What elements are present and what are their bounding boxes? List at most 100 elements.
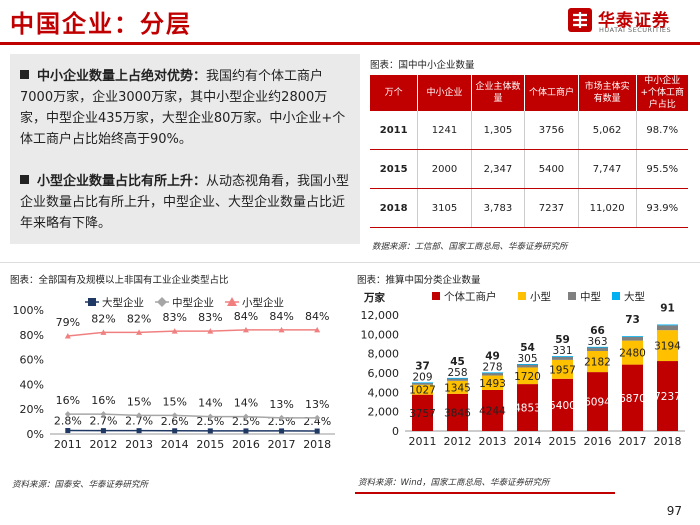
data-point [136,412,143,419]
page-header: 中国企业：分层 华泰证券 HUATAI SECURITIES [0,0,700,42]
legend-triangle-marker [227,297,237,306]
data-label: 6870 [619,393,646,405]
bullet-2-bold: 小型企业数量占比有所上升： [37,174,207,189]
x-tick-label: 2018 [303,438,331,451]
bullet-square-icon [20,175,29,184]
bar-segment [482,389,503,431]
table-cell: 2,347 [471,149,526,189]
bar-chart: 万家 0 2,000 4,000 6,000 8,000 10,000 12,000 2011 2… [361,290,685,448]
bar-segment [517,384,538,431]
table-cell: 1,305 [471,111,526,150]
table-header-cell: 万个 [370,75,419,111]
data-label: 1345 [444,382,471,394]
bar-chart-source: 资料来源：Wind，国家工商总局、华泰证券研究所 [358,478,550,488]
bar-segment [657,330,678,362]
data-label: 82% [127,312,151,325]
table-cell: 95.5% [636,149,688,189]
x-tick-label: 2013 [479,435,507,448]
data-label: 83% [198,311,222,324]
data-label: 13% [269,398,293,411]
bar-segment [412,394,433,431]
data-label: 305 [517,353,537,365]
legend-swatch [518,292,526,300]
data-label: 2182 [584,357,611,369]
data-point [207,413,214,420]
bar-segment [587,346,608,348]
y-tick-label: 100% [13,304,44,317]
legend-label: 中型企业 [172,296,214,309]
y-tick-label: 12,000 [361,309,400,322]
x-tick-label: 2013 [125,438,153,451]
table-header-row: 万个 中小企业 企业主体数量 个体工商户 市场主体实有数量 中小企业+个体工商户… [370,75,688,111]
series-line [67,413,318,419]
x-tick-label: 2018 [654,435,682,448]
data-point [314,428,320,434]
data-label: 79% [56,316,80,329]
data-label: 7237 [654,391,681,403]
data-label: 3757 [409,408,436,420]
legend-swatch [432,292,440,300]
data-label: 363 [587,336,607,348]
table-cell: 2000 [417,149,472,189]
data-label: 278 [482,361,502,373]
y-tick-label: 8,000 [368,348,400,361]
table-row: 2015 2000 2,347 5400 7,747 95.5% [370,149,688,189]
huatai-logo-icon [568,8,592,32]
table-source: 数据来源：工信部、国家工商总局、华泰证券研究所 [372,242,568,252]
data-label: 4853 [514,403,541,415]
data-label: 3846 [444,407,471,419]
data-label: 14% [234,397,258,410]
y-tick-label: 0% [27,428,44,441]
legend-label: 小型 [530,290,551,303]
data-label: 15% [127,395,151,408]
data-label: 5400 [549,400,576,412]
data-point [64,411,71,418]
bar-segment [447,378,468,381]
line-chart-caption: 图表：全部国有及规模以上非国有工业企业类型占比 [10,275,229,286]
x-tick-label: 2012 [444,435,472,448]
bar-segment [657,361,678,431]
bar-segment [517,367,538,385]
data-label: 82% [91,312,115,325]
y-tick-label: 60% [20,354,44,367]
data-label: 16% [91,394,115,407]
x-tick-label: 2012 [89,438,117,451]
x-tick-label: 2017 [619,435,647,448]
footer-rule [355,492,615,494]
logo-name: 华泰证券 [598,11,670,31]
x-tick-label: 2017 [268,438,296,451]
bar-segment [552,356,573,357]
summary-box: 中小企业数量上占绝对优势：我国约有个体工商户7000万家，企业3000万家，其中… [10,54,360,244]
table-cell: 5400 [524,149,579,189]
data-label: 6094 [584,397,611,409]
data-point [278,414,285,421]
data-label: 37 [415,360,430,372]
table-cell: 3,783 [471,188,526,228]
data-label: 2.7% [125,415,153,428]
bullet-1: 中小企业数量上占绝对优势：我国约有个体工商户7000万家，企业3000万家，其中… [20,66,350,150]
table-cell: 1241 [417,111,472,150]
data-point [100,411,107,418]
logo-en: HUATAI SECURITIES [599,26,672,34]
table-header-cell: 企业主体数量 [471,75,526,111]
table-header-cell: 中小企业 [417,75,472,111]
data-label: 1720 [514,371,541,383]
table-row: 2018 3105 3,783 7237 11,020 93.9% [370,188,688,228]
data-label: 66 [590,325,605,337]
data-label: 45 [450,356,465,368]
legend-label: 大型 [624,290,645,303]
data-point [136,428,142,434]
bar-segment [412,384,433,395]
legend-label: 大型企业 [102,296,144,309]
line-chart-source: 资料来源：国泰安、华泰证券研究所 [12,480,149,490]
bar-segment [657,325,678,331]
bullet-2-text: 从动态视角看，我国小型企业数量占比有所上升，中型企业、大型企业数量占比近年来略有… [20,174,350,231]
data-label: 49 [485,350,500,362]
data-label: 83% [162,311,186,324]
data-point [278,326,285,333]
bar-segment [587,347,608,351]
bar-segment [622,340,643,365]
data-point [207,428,213,434]
data-point [100,428,106,434]
x-tick-label: 2014 [514,435,542,448]
